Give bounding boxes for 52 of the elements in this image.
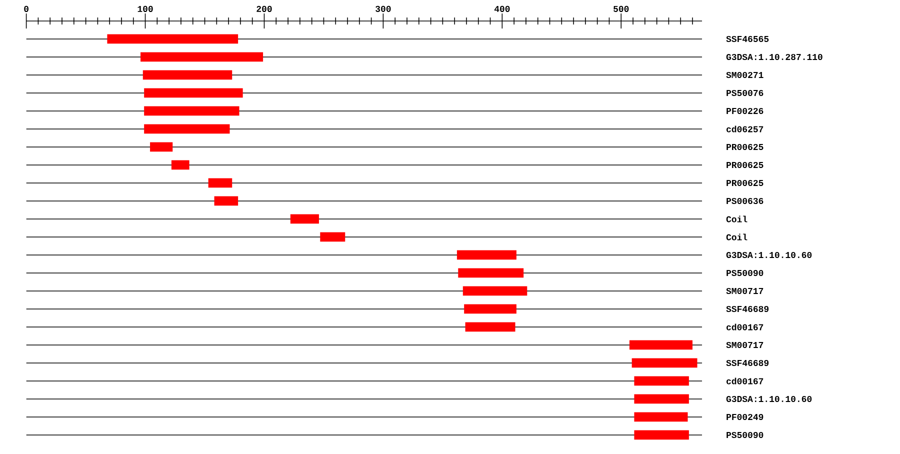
bar	[140, 52, 264, 62]
bar	[214, 196, 238, 206]
y-tick-label: PF00226	[726, 108, 764, 114]
x-tick-label: 100	[138, 6, 153, 12]
y-tick-label: G3DSA:1.10.287.110	[726, 54, 822, 60]
bar	[144, 88, 243, 98]
y-tick-label: PS50090	[726, 432, 764, 438]
y-tick-label: SM00717	[726, 342, 764, 348]
y-tick-label: SSF46689	[726, 306, 769, 312]
y-tick-label: Coil	[726, 234, 748, 240]
x-tick-label: 300	[376, 6, 391, 12]
x-tick-label: 0	[24, 6, 28, 12]
bar	[458, 268, 524, 278]
bar	[634, 412, 688, 422]
bar	[634, 430, 689, 440]
bar	[320, 232, 346, 242]
y-tick-label: PF00249	[726, 414, 764, 420]
y-tick-label: SSF46565	[726, 36, 769, 42]
y-tick-label: cd00167	[726, 378, 764, 384]
bar	[464, 304, 516, 314]
y-tick-label: SM00717	[726, 288, 764, 294]
bar	[144, 124, 230, 134]
y-tick-label: SM00271	[726, 72, 764, 78]
y-tick-label: cd06257	[726, 126, 764, 132]
bar	[171, 160, 190, 170]
x-tick-label: 200	[256, 6, 272, 12]
y-tick-label: PS00636	[726, 198, 764, 204]
bar	[634, 394, 689, 404]
bar	[462, 286, 528, 296]
y-tick-label: SSF46689	[726, 360, 769, 366]
bar	[144, 106, 240, 116]
y-tick-label: G3DSA:1.10.10.60	[726, 396, 812, 402]
y-tick-label: PR00625	[726, 180, 764, 186]
bar	[107, 34, 238, 44]
y-tick-label: Coil	[726, 216, 748, 222]
y-tick-label: G3DSA:1.10.10.60	[726, 252, 812, 258]
y-tick-label: PS50076	[726, 90, 764, 96]
bar	[208, 178, 232, 188]
bar	[629, 340, 692, 350]
bar	[456, 250, 516, 260]
bar	[150, 142, 173, 152]
bar	[632, 358, 698, 368]
x-tick-label: 500	[614, 6, 629, 12]
bar	[634, 376, 689, 386]
x-tick-label: 400	[494, 6, 510, 12]
y-tick-label: PR00625	[726, 144, 764, 150]
y-tick-label: PR00625	[726, 162, 764, 168]
y-tick-label: cd00167	[726, 324, 764, 330]
bar	[465, 322, 516, 332]
bar	[142, 70, 232, 80]
y-tick-label: PS50090	[726, 270, 764, 276]
bar	[290, 214, 319, 224]
